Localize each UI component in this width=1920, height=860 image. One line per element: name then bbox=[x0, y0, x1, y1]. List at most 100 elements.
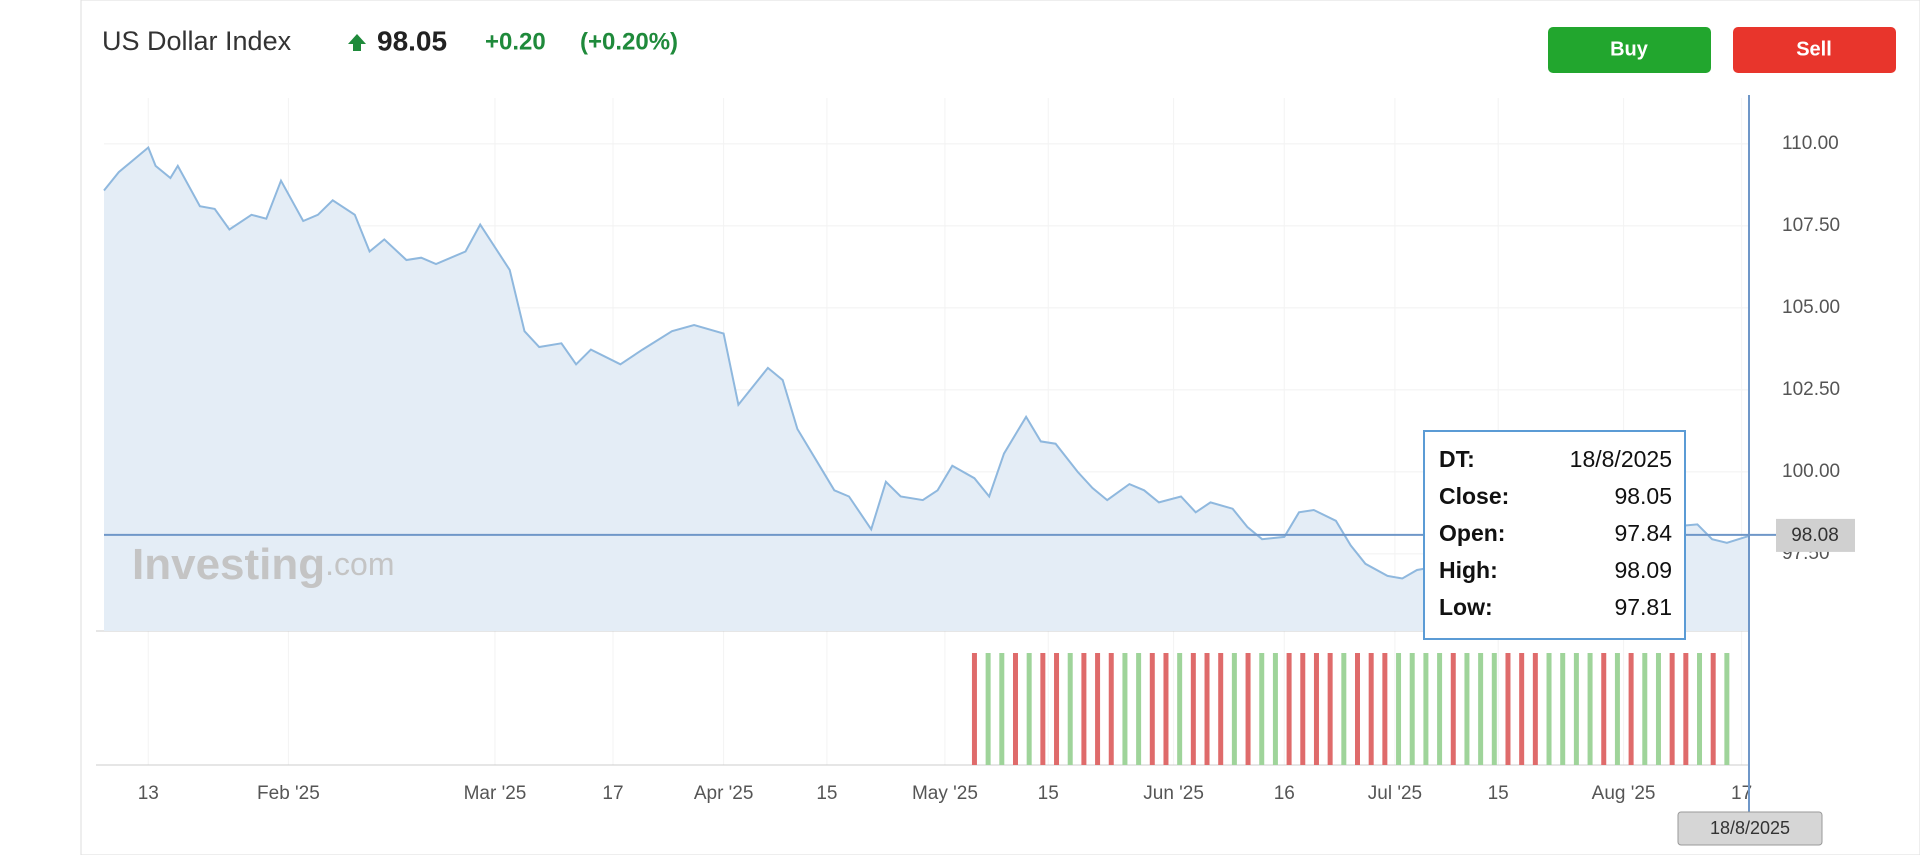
x-tick-label: Jul '25 bbox=[1368, 783, 1422, 804]
volume-bar bbox=[1396, 653, 1402, 765]
area bbox=[104, 147, 1749, 631]
tooltip-value: 98.05 bbox=[1614, 483, 1672, 509]
volume-bar bbox=[1368, 653, 1374, 765]
sell-button[interactable] bbox=[1733, 27, 1896, 73]
volume-bar bbox=[1245, 653, 1251, 765]
last-price-label: 98.08 bbox=[1791, 525, 1839, 546]
tooltip-value: 97.81 bbox=[1614, 594, 1672, 620]
change-pct: (+0.20%) bbox=[580, 28, 678, 55]
watermark-brand: Investing bbox=[132, 540, 325, 589]
tooltip-key: High: bbox=[1439, 557, 1498, 583]
volume-bar bbox=[1724, 653, 1730, 765]
volume-bar bbox=[1177, 653, 1183, 765]
x-tick-label: Mar '25 bbox=[464, 783, 527, 804]
price: 98.05 bbox=[377, 25, 447, 56]
x-tick-label: 17 bbox=[602, 783, 623, 804]
volume-bar bbox=[1108, 653, 1114, 765]
y-tick-label: 100.00 bbox=[1782, 461, 1840, 482]
y-tick-label: 110.00 bbox=[1782, 133, 1839, 154]
volume-bar bbox=[1382, 653, 1388, 765]
up-arrow bbox=[348, 34, 366, 51]
volume-bar bbox=[1012, 653, 1018, 765]
volume-bar bbox=[1095, 653, 1101, 765]
volume-bar bbox=[1026, 653, 1032, 765]
volume-bar bbox=[1669, 653, 1675, 765]
sell-label[interactable]: Sell bbox=[1796, 38, 1832, 60]
volume-bar bbox=[1040, 653, 1046, 765]
tooltip-key: Close: bbox=[1439, 483, 1509, 509]
volume-bar bbox=[1464, 653, 1470, 765]
x-tick-label: 15 bbox=[1488, 783, 1509, 804]
volume-bar bbox=[1628, 653, 1634, 765]
x-tick-label: 15 bbox=[1038, 783, 1059, 804]
volume-bar bbox=[1601, 653, 1607, 765]
x-tick-label: 17 bbox=[1731, 783, 1752, 804]
x-tick-label: Apr '25 bbox=[694, 783, 754, 804]
tooltip-key: DT: bbox=[1439, 446, 1475, 472]
volume-bar bbox=[1587, 653, 1593, 765]
crosshair-label: 18/8/2025 bbox=[1710, 818, 1790, 838]
volume-bar bbox=[1519, 653, 1525, 765]
x-tick-label: 13 bbox=[138, 783, 159, 804]
tooltip-value: 98.09 bbox=[1614, 557, 1672, 583]
volume-bar bbox=[1327, 653, 1333, 765]
change: +0.20 bbox=[485, 28, 546, 55]
volume-bar bbox=[1081, 653, 1087, 765]
volume-bar bbox=[1697, 653, 1703, 765]
buy-button[interactable] bbox=[1548, 27, 1711, 73]
volume-bar bbox=[1409, 653, 1415, 765]
volume-bar bbox=[1450, 653, 1456, 765]
last-price-box bbox=[1776, 518, 1855, 552]
volume-bar bbox=[1655, 653, 1661, 765]
volume-bar bbox=[1313, 653, 1319, 765]
volume-bar bbox=[1423, 653, 1429, 765]
x-tick-label: May '25 bbox=[912, 783, 978, 804]
volume-bar bbox=[1437, 653, 1443, 765]
volume-bar bbox=[1259, 653, 1265, 765]
volume-bar bbox=[1136, 653, 1142, 765]
tooltip-value: 18/8/2025 bbox=[1570, 446, 1672, 472]
volume-bar bbox=[1231, 653, 1237, 765]
volume-bar bbox=[1122, 653, 1128, 765]
volume-bar bbox=[1149, 653, 1155, 765]
volume-bar bbox=[1642, 653, 1648, 765]
volume-bar bbox=[1573, 653, 1579, 765]
volume-bar bbox=[1341, 653, 1347, 765]
tooltip: DT: 18/8/2025 Close: 98.05 Open: 97.84 High: 98… bbox=[1423, 430, 1686, 640]
volume-bar bbox=[1190, 653, 1196, 765]
volume-bar bbox=[1505, 653, 1511, 765]
volume-bar bbox=[1478, 653, 1484, 765]
instrument-title: US Dollar Index bbox=[102, 26, 292, 56]
volume-bar bbox=[999, 653, 1005, 765]
tooltip-key: Low: bbox=[1439, 594, 1493, 620]
buy-label[interactable]: Buy bbox=[1610, 38, 1649, 60]
x-tick-label: 16 bbox=[1274, 783, 1295, 804]
x-tick-label: Feb '25 bbox=[257, 783, 320, 804]
volume-bar bbox=[1614, 653, 1620, 765]
y-tick-label: 105.00 bbox=[1782, 297, 1840, 318]
x-tick-label: 15 bbox=[816, 783, 837, 804]
volume-bar bbox=[1163, 653, 1169, 765]
volume-bar bbox=[1710, 653, 1716, 765]
volume-bar bbox=[1054, 653, 1060, 765]
volume-bar bbox=[1683, 653, 1689, 765]
volume-bar bbox=[985, 653, 991, 765]
volume-bar bbox=[1067, 653, 1073, 765]
volume-bar bbox=[1272, 653, 1278, 765]
y-tick-label: 107.50 bbox=[1782, 215, 1840, 236]
volume-bar bbox=[1286, 653, 1292, 765]
volume-bar bbox=[971, 653, 977, 765]
watermark: Investing.com bbox=[132, 540, 395, 589]
volume-bar bbox=[1546, 653, 1552, 765]
watermark-suffix: .com bbox=[325, 546, 394, 582]
volume-bar bbox=[1354, 653, 1360, 765]
tooltip-key: Open: bbox=[1439, 520, 1505, 546]
tooltip-value: 97.84 bbox=[1614, 520, 1672, 546]
volume-bar bbox=[1560, 653, 1566, 765]
crosshair-box bbox=[1677, 811, 1823, 846]
volume-bar bbox=[1204, 653, 1210, 765]
volume-bar bbox=[1491, 653, 1497, 765]
tooltip-box bbox=[1423, 430, 1686, 640]
